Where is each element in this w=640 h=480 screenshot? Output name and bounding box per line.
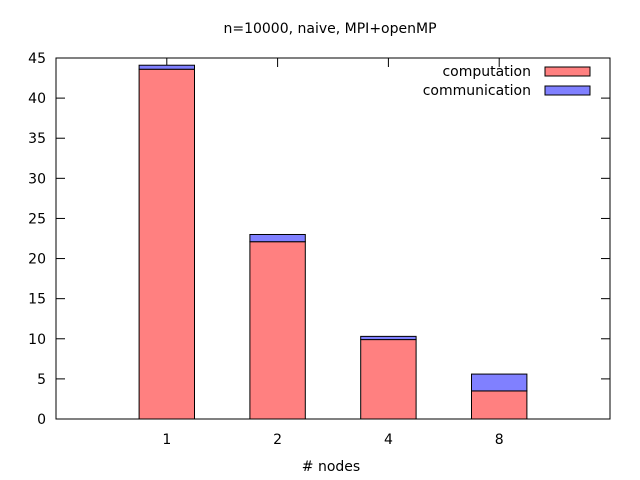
y-tick-label: 35 bbox=[28, 131, 46, 147]
legend-swatch bbox=[544, 66, 591, 77]
y-tick-label: 40 bbox=[28, 91, 46, 107]
x-tick-label: 1 bbox=[162, 432, 171, 448]
legend: computation communication bbox=[423, 64, 591, 99]
x-axis: 1 2 4 8 bbox=[162, 58, 504, 448]
x-tick-label: 8 bbox=[495, 432, 504, 448]
y-tick-label: 5 bbox=[37, 372, 46, 388]
bars bbox=[138, 64, 528, 420]
bar-computation-2 bbox=[249, 241, 306, 420]
bar-communication-2 bbox=[249, 233, 306, 243]
x-tick-label: 4 bbox=[384, 432, 393, 448]
legend-swatch bbox=[544, 85, 591, 96]
bar-computation-8 bbox=[471, 390, 528, 420]
bar-computation-1 bbox=[138, 68, 196, 420]
bar-computation-4 bbox=[360, 339, 417, 420]
x-axis-label: # nodes bbox=[302, 459, 360, 475]
bar-communication-1 bbox=[138, 64, 196, 70]
bar-communication-8 bbox=[471, 373, 528, 392]
x-tick-label: 2 bbox=[273, 432, 282, 448]
y-tick-label: 10 bbox=[28, 332, 46, 348]
y-tick-label: 30 bbox=[28, 171, 46, 187]
y-tick-label: 15 bbox=[28, 292, 46, 308]
chart-title: n=10000, naive, MPI+openMP bbox=[223, 21, 436, 37]
y-axis: 0 5 10 15 20 25 30 35 40 45 bbox=[28, 51, 610, 428]
bar-communication-4 bbox=[360, 335, 417, 341]
y-tick-label: 45 bbox=[28, 51, 46, 67]
y-tick-label: 0 bbox=[37, 412, 46, 428]
y-tick-label: 25 bbox=[28, 211, 46, 227]
legend-label: communication bbox=[423, 83, 531, 99]
plot-frame bbox=[55, 57, 611, 420]
y-tick-label: 20 bbox=[28, 252, 46, 268]
legend-label: computation bbox=[442, 64, 531, 80]
